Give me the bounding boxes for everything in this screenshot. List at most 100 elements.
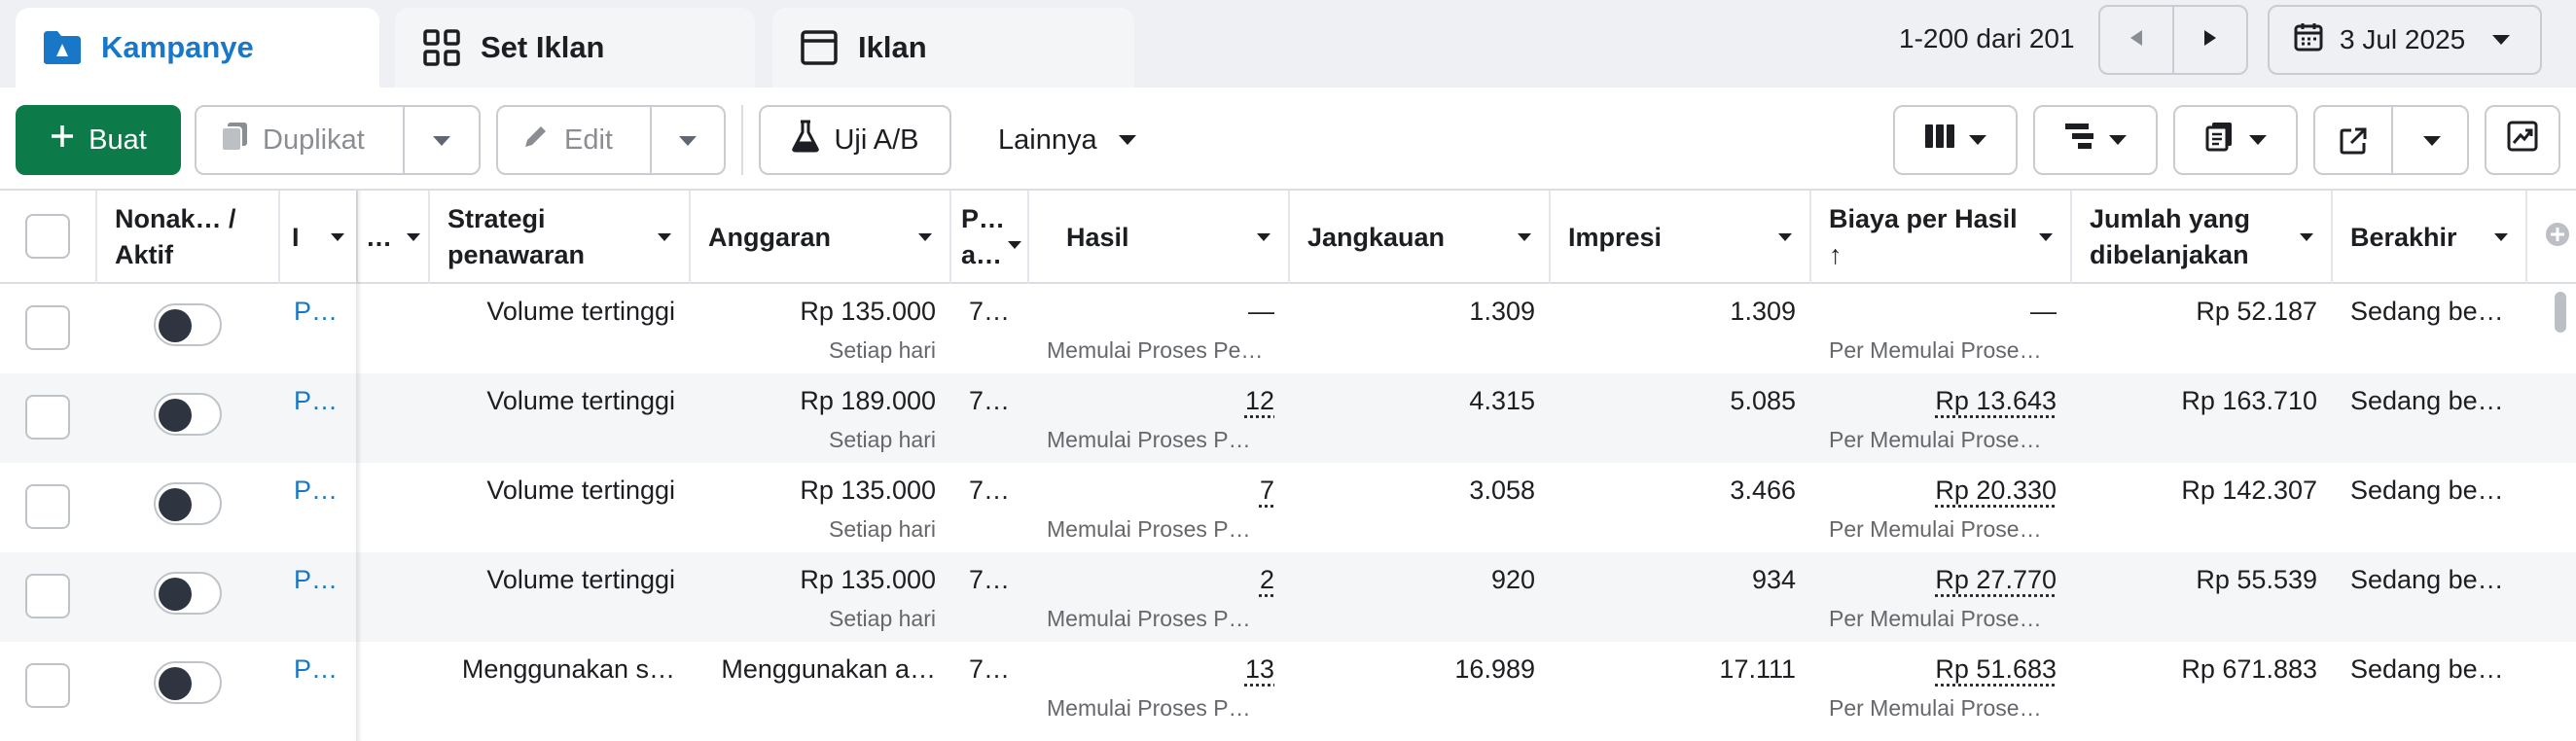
- results-value[interactable]: 2: [1259, 565, 1274, 594]
- row-checkbox[interactable]: [25, 663, 70, 708]
- chevron-down-icon[interactable]: [433, 136, 450, 146]
- create-label: Buat: [89, 124, 147, 156]
- budget-value[interactable]: Menggunakan a…: [721, 654, 936, 684]
- amount-spent-value: Rp 55.539: [2196, 565, 2317, 594]
- row-checkbox[interactable]: [25, 305, 70, 350]
- budget-period: Setiap hari: [829, 606, 936, 631]
- cost-per-result-value[interactable]: Rp 51.683: [1935, 654, 2057, 684]
- column-header-impressions[interactable]: Impresi: [1551, 191, 1811, 284]
- campaign-status-toggle[interactable]: [154, 393, 222, 436]
- campaign-name-link[interactable]: P…: [294, 476, 339, 505]
- date-range-picker[interactable]: 3 Jul 2025: [2268, 5, 2542, 75]
- reports-button[interactable]: [2173, 105, 2298, 175]
- select-all-checkbox[interactable]: [25, 214, 70, 259]
- toggle-knob: [159, 578, 192, 611]
- cost-per-result-type: Per Memulai Prose…: [1829, 427, 2042, 452]
- ends-cell: Sedang be…: [2333, 463, 2527, 552]
- table-row[interactable]: P… Volume tertinggi Rp 135.000 Setiap hari 7…: [0, 284, 2576, 373]
- ab-test-button[interactable]: Uji A/B: [759, 105, 951, 175]
- toggle-knob: [159, 309, 192, 342]
- next-page-button[interactable]: [2172, 5, 2248, 75]
- amount-spent-cell: Rp 55.539: [2072, 552, 2333, 642]
- ends-value: Sedang be…: [2350, 654, 2504, 684]
- toolbar: Buat Duplikat Edit Uji A/B Lainnya: [0, 88, 2576, 191]
- tab-ad-sets[interactable]: Set Iklan: [395, 8, 755, 88]
- bid-strategy-cell: Volume tertinggi: [430, 552, 691, 642]
- column-header-toggle[interactable]: Nonak… / Aktif: [97, 191, 280, 284]
- column-header-budget[interactable]: Anggaran: [691, 191, 951, 284]
- campaigns-table: Nonak… / Aktif I … Strategi penawaran An…: [0, 191, 2576, 741]
- breakdown-button[interactable]: [2033, 105, 2158, 175]
- more-dropdown[interactable]: Lainnya: [998, 105, 1136, 175]
- pagination-text: 1-200 dari 201: [1899, 23, 2075, 53]
- edit-button[interactable]: Edit: [496, 105, 726, 175]
- chevron-down-icon: [407, 233, 420, 241]
- budget-value[interactable]: Rp 135.000: [800, 476, 936, 505]
- chevron-down-icon[interactable]: [679, 136, 697, 146]
- vertical-scrollbar[interactable]: [2555, 292, 2566, 333]
- charts-button[interactable]: [2485, 105, 2560, 175]
- column-header-cost-per-result[interactable]: Biaya per Hasil ↑: [1811, 191, 2072, 284]
- attribution-cell: 7…: [951, 642, 1029, 731]
- column-header-bid-strategy[interactable]: Strategi penawaran: [430, 191, 691, 284]
- cost-per-result-type: Per Memulai Prose…: [1829, 516, 2042, 542]
- table-row[interactable]: P… Volume tertinggi Rp 135.000 Setiap hari 7…: [0, 552, 2576, 642]
- amount-spent-value: Rp 52.187: [2196, 297, 2317, 326]
- campaign-status-toggle[interactable]: [154, 303, 222, 346]
- budget-cell: Rp 135.000 Setiap hari: [691, 552, 951, 642]
- budget-value[interactable]: Rp 135.000: [800, 297, 936, 326]
- chevron-down-icon: [1118, 135, 1136, 145]
- chevron-down-icon[interactable]: [2423, 136, 2441, 146]
- campaign-name-link[interactable]: P…: [294, 297, 339, 326]
- attribution-cell: 7…: [951, 552, 1029, 642]
- impressions-value: 3.466: [1730, 476, 1796, 505]
- column-header-delivery[interactable]: …: [358, 191, 430, 284]
- column-header-reach[interactable]: Jangkauan: [1290, 191, 1551, 284]
- campaign-status-toggle[interactable]: [154, 482, 222, 525]
- column-header-results[interactable]: Hasil: [1029, 191, 1290, 284]
- row-checkbox[interactable]: [25, 395, 70, 440]
- results-value[interactable]: 13: [1244, 654, 1274, 684]
- export-button[interactable]: [2313, 105, 2469, 175]
- create-button[interactable]: Buat: [16, 105, 181, 175]
- chevron-down-icon: [2300, 233, 2313, 241]
- results-cell: — Memulai Proses Pe…: [1029, 284, 1290, 373]
- toggle-knob: [159, 399, 192, 432]
- cost-per-result-value[interactable]: Rp 13.643: [1935, 386, 2057, 415]
- campaign-name-link[interactable]: P…: [294, 654, 339, 684]
- table-row[interactable]: P… Menggunakan s… Menggunakan a… 7… 13 Memula…: [0, 642, 2576, 731]
- tab-campaigns[interactable]: Kampanye: [16, 8, 379, 88]
- results-value[interactable]: 7: [1259, 476, 1274, 505]
- duplicate-button[interactable]: Duplikat: [195, 105, 481, 175]
- prev-page-button[interactable]: [2098, 5, 2174, 75]
- table-row[interactable]: P… Volume tertinggi Rp 135.000 Setiap hari 7…: [0, 463, 2576, 552]
- results-type: Memulai Proses P…: [1047, 427, 1251, 452]
- campaign-name-link[interactable]: P…: [294, 386, 339, 415]
- tab-ads[interactable]: Iklan: [772, 8, 1134, 88]
- table-row[interactable]: P… Volume tertinggi Rp 189.000 Setiap hari 7…: [0, 373, 2576, 463]
- row-checkbox[interactable]: [25, 574, 70, 618]
- campaign-name-link[interactable]: P…: [294, 565, 339, 594]
- column-header-amount-spent[interactable]: Jumlah yang dibelanjakan: [2072, 191, 2333, 284]
- results-cell: 2 Memulai Proses P…: [1029, 552, 1290, 642]
- campaign-status-toggle[interactable]: [154, 572, 222, 615]
- budget-value[interactable]: Rp 189.000: [800, 386, 936, 415]
- flask-icon: [791, 120, 820, 160]
- row-checkbox[interactable]: [25, 484, 70, 529]
- tab-label: Iklan: [858, 30, 927, 64]
- results-value[interactable]: 12: [1244, 386, 1274, 415]
- column-header-name[interactable]: I: [280, 191, 358, 284]
- cost-per-result-value[interactable]: Rp 20.330: [1935, 476, 2057, 505]
- add-column-icon[interactable]: [2545, 222, 2570, 252]
- columns-button[interactable]: [1893, 105, 2018, 175]
- campaign-status-toggle[interactable]: [154, 661, 222, 704]
- column-header-ends[interactable]: Berakhir: [2333, 191, 2527, 284]
- reach-value: 920: [1490, 565, 1535, 594]
- budget-value[interactable]: Rp 135.000: [800, 565, 936, 594]
- column-header-attribution[interactable]: P… a…: [951, 191, 1029, 284]
- cost-per-result-value[interactable]: Rp 27.770: [1935, 565, 2057, 594]
- chevron-down-icon: [2494, 233, 2508, 241]
- cost-per-result-cell: Rp 27.770 Per Memulai Prose…: [1811, 552, 2072, 642]
- bid-strategy-cell: Volume tertinggi: [430, 373, 691, 463]
- attribution-cell: 7…: [951, 373, 1029, 463]
